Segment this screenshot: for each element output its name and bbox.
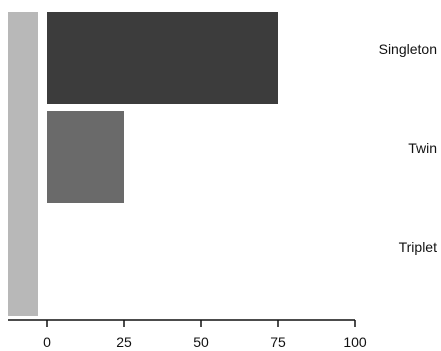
x-tick-label: 75 bbox=[270, 334, 286, 350]
category-label-triplet: Triplet bbox=[399, 239, 437, 255]
x-tick-label: 100 bbox=[343, 334, 367, 350]
x-axis-ticks: 0 25 50 75 100 bbox=[43, 320, 367, 350]
category-label-twin: Twin bbox=[408, 140, 437, 156]
bar-twin bbox=[47, 111, 124, 203]
category-label-singleton: Singleton bbox=[379, 41, 437, 57]
x-tick-label: 25 bbox=[116, 334, 132, 350]
side-band bbox=[8, 12, 38, 316]
x-axis: 0 25 50 75 100 bbox=[8, 319, 367, 350]
x-tick-label: 50 bbox=[193, 334, 209, 350]
bar-group bbox=[47, 12, 278, 203]
x-tick-label: 0 bbox=[43, 334, 51, 350]
category-labels: Singleton Twin Triplet bbox=[379, 41, 437, 255]
bar-singleton bbox=[47, 12, 278, 104]
